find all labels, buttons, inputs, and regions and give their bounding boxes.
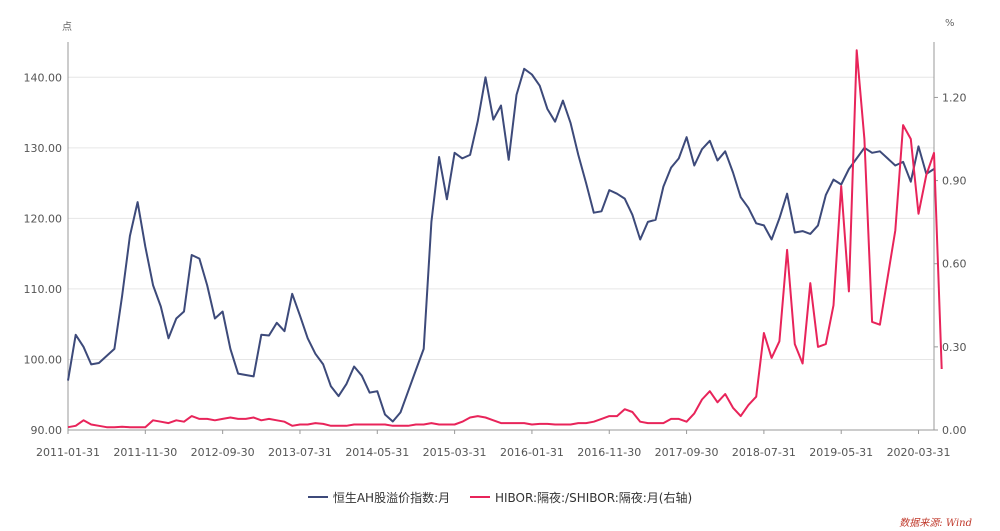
right-axis-unit: % [945, 18, 955, 29]
x-tick-label: 2020-03-31 [887, 446, 951, 459]
legend-item-hibor-shibor[interactable]: HIBOR:隔夜:/SHIBOR:隔夜:月(右轴) [469, 489, 693, 506]
x-tick-label: 2011-11-30 [113, 446, 177, 459]
x-tick-label: 2014-05-31 [345, 446, 409, 459]
right-tick-label: 1.20 [942, 91, 967, 104]
x-tick-label: 2019-05-31 [809, 446, 873, 459]
x-tick-label: 2015-03-31 [423, 446, 487, 459]
left-tick-label: 100.00 [24, 353, 63, 366]
right-tick-label: 0.90 [942, 175, 967, 188]
right-tick-label: 0.60 [942, 258, 967, 271]
x-tick-label: 2016-11-30 [577, 446, 641, 459]
series-line-hibor-shibor [67, 49, 943, 429]
series-line-ah-index [67, 67, 935, 423]
axes: 90.00 100.00 110.00 120.00 130.00 140.00 0.00 0… [24, 42, 967, 459]
x-tick-label: 2011-01-31 [36, 446, 100, 459]
series-layer [67, 49, 943, 429]
x-tick-label: 2013-07-31 [268, 446, 332, 459]
left-tick-label: 110.00 [24, 283, 63, 296]
legend-swatch-ah-index [307, 496, 328, 498]
left-tick-label: 130.00 [24, 142, 63, 155]
left-tick-label: 90.00 [31, 424, 63, 437]
data-source: 数据来源: Wind [899, 518, 972, 529]
left-tick-label: 120.00 [24, 212, 63, 225]
left-tick-label: 140.00 [24, 71, 63, 84]
x-tick-label: 2018-07-31 [732, 446, 796, 459]
left-axis-unit: 点 [62, 22, 72, 33]
legend-swatch-hibor-shibor [469, 496, 490, 498]
legend: 恒生AH股溢价指数:月 HIBOR:隔夜:/SHIBOR:隔夜:月(右轴) [0, 487, 1000, 506]
right-tick-label: 0.00 [942, 424, 967, 437]
legend-item-ah-index[interactable]: 恒生AH股溢价指数:月 [307, 489, 451, 506]
right-tick-label: 0.30 [942, 341, 967, 354]
gridlines [68, 76, 934, 431]
legend-label-ah-index: 恒生AH股溢价指数:月 [332, 490, 451, 505]
x-tick-label: 2012-09-30 [191, 446, 255, 459]
legend-label-hibor-shibor: HIBOR:隔夜:/SHIBOR:隔夜:月(右轴) [494, 490, 693, 505]
x-tick-label: 2016-01-31 [500, 446, 564, 459]
x-tick-label: 2017-09-30 [655, 446, 719, 459]
